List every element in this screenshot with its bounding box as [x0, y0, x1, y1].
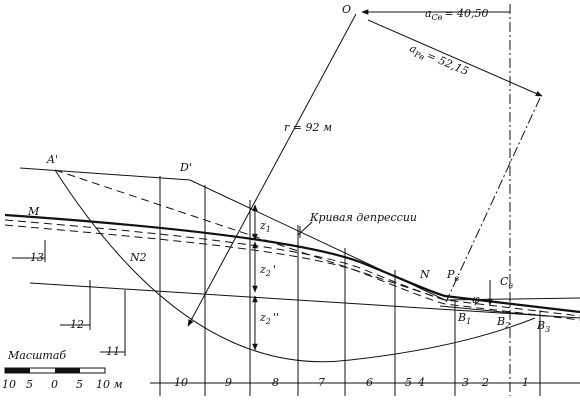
label-part: B — [496, 315, 505, 328]
label: aCв = 40,50 — [425, 7, 489, 22]
scale: Масштаб 10 5 0 5 10 м — [2, 349, 123, 391]
scale-title: Масштаб — [7, 349, 66, 362]
b-line — [439, 305, 546, 317]
label-part: = 40,50 — [444, 7, 488, 20]
slice-number: 1 — [522, 376, 529, 389]
label: O — [342, 3, 351, 16]
slice-lines — [12, 176, 580, 396]
label: Pв — [446, 268, 459, 283]
slice-number: 10 — [174, 376, 188, 389]
label-part: 2 — [504, 321, 510, 330]
label: Cв — [500, 275, 513, 290]
slice-number: 6 — [366, 376, 373, 389]
label-part: ' — [273, 263, 276, 276]
label-part: Pв — [412, 49, 426, 62]
geometry — [4, 4, 580, 396]
label-part: в — [508, 281, 513, 290]
scale-bar — [5, 368, 30, 373]
label: A' — [46, 153, 58, 166]
slice-number: 7 — [318, 376, 325, 389]
label: φ — [472, 293, 480, 306]
label-part: в — [454, 274, 459, 283]
label-part: = 52,15 — [425, 49, 471, 78]
ground — [19, 167, 580, 301]
label-part: B — [536, 319, 545, 332]
slice-number: 4 — [417, 376, 425, 389]
label-part: a — [408, 42, 419, 57]
slice-number: 5 — [405, 376, 412, 389]
label-part: z — [259, 311, 266, 324]
label-part: 1 — [466, 317, 471, 326]
slice-number: 2 — [481, 376, 489, 389]
slice-number: 9 — [225, 376, 232, 389]
label: Кривая депрессии — [309, 211, 417, 224]
label-part: '' — [273, 311, 279, 324]
slice-number: 11 — [106, 345, 120, 358]
label: z2 '' — [259, 311, 279, 326]
label-part: B — [457, 311, 466, 324]
scale-bar — [55, 368, 80, 373]
depression-curve — [4, 213, 580, 314]
label-part: 2 — [265, 317, 271, 326]
dim-a-p — [367, 19, 543, 97]
slice-number: 8 — [272, 376, 279, 389]
label-part: Cв — [432, 13, 443, 22]
lower-boundary — [29, 282, 580, 319]
slice-numbers: 13 12 11 10 9 8 7 6 5 4 3 2 1 — [30, 251, 529, 389]
slice-number: 13 — [30, 251, 44, 264]
label: z1 — [259, 219, 271, 234]
label: z2 ' — [259, 263, 276, 278]
line-p — [445, 97, 541, 303]
label: B1 — [457, 311, 471, 326]
labels: O aCв = 40,50 aPв= 52,15 r = 92 м A' D' M… — [27, 3, 550, 334]
radius — [187, 13, 357, 327]
scale-tick: 5 — [26, 378, 33, 391]
water-dashed — [4, 224, 580, 321]
label-part: 1 — [266, 225, 271, 234]
dashed-line — [54, 169, 446, 301]
scale-tick: 0 — [51, 378, 58, 391]
label: M — [27, 205, 40, 218]
label: N2 — [129, 251, 147, 264]
label: r = 92 м — [284, 121, 332, 134]
slice-number: 3 — [462, 376, 469, 389]
label-part: 2 — [265, 269, 271, 278]
label-part: z — [259, 219, 266, 232]
label-part: z — [259, 263, 266, 276]
label: B3 — [536, 319, 550, 334]
scale-tick: 10 — [2, 378, 16, 391]
scale-tick: 10 м — [96, 378, 123, 391]
label: N — [419, 268, 430, 281]
slip-arc — [54, 169, 536, 363]
leader — [297, 221, 313, 236]
label-part: a — [425, 7, 432, 20]
scale-tick: 5 — [76, 378, 83, 391]
label: D' — [179, 161, 192, 174]
water-dashed — [4, 219, 580, 317]
label: B2 — [496, 315, 510, 330]
label-part: 3 — [545, 325, 550, 334]
slice-number: 12 — [70, 318, 84, 331]
label-part: C — [500, 275, 509, 288]
label-part: P — [446, 268, 455, 281]
